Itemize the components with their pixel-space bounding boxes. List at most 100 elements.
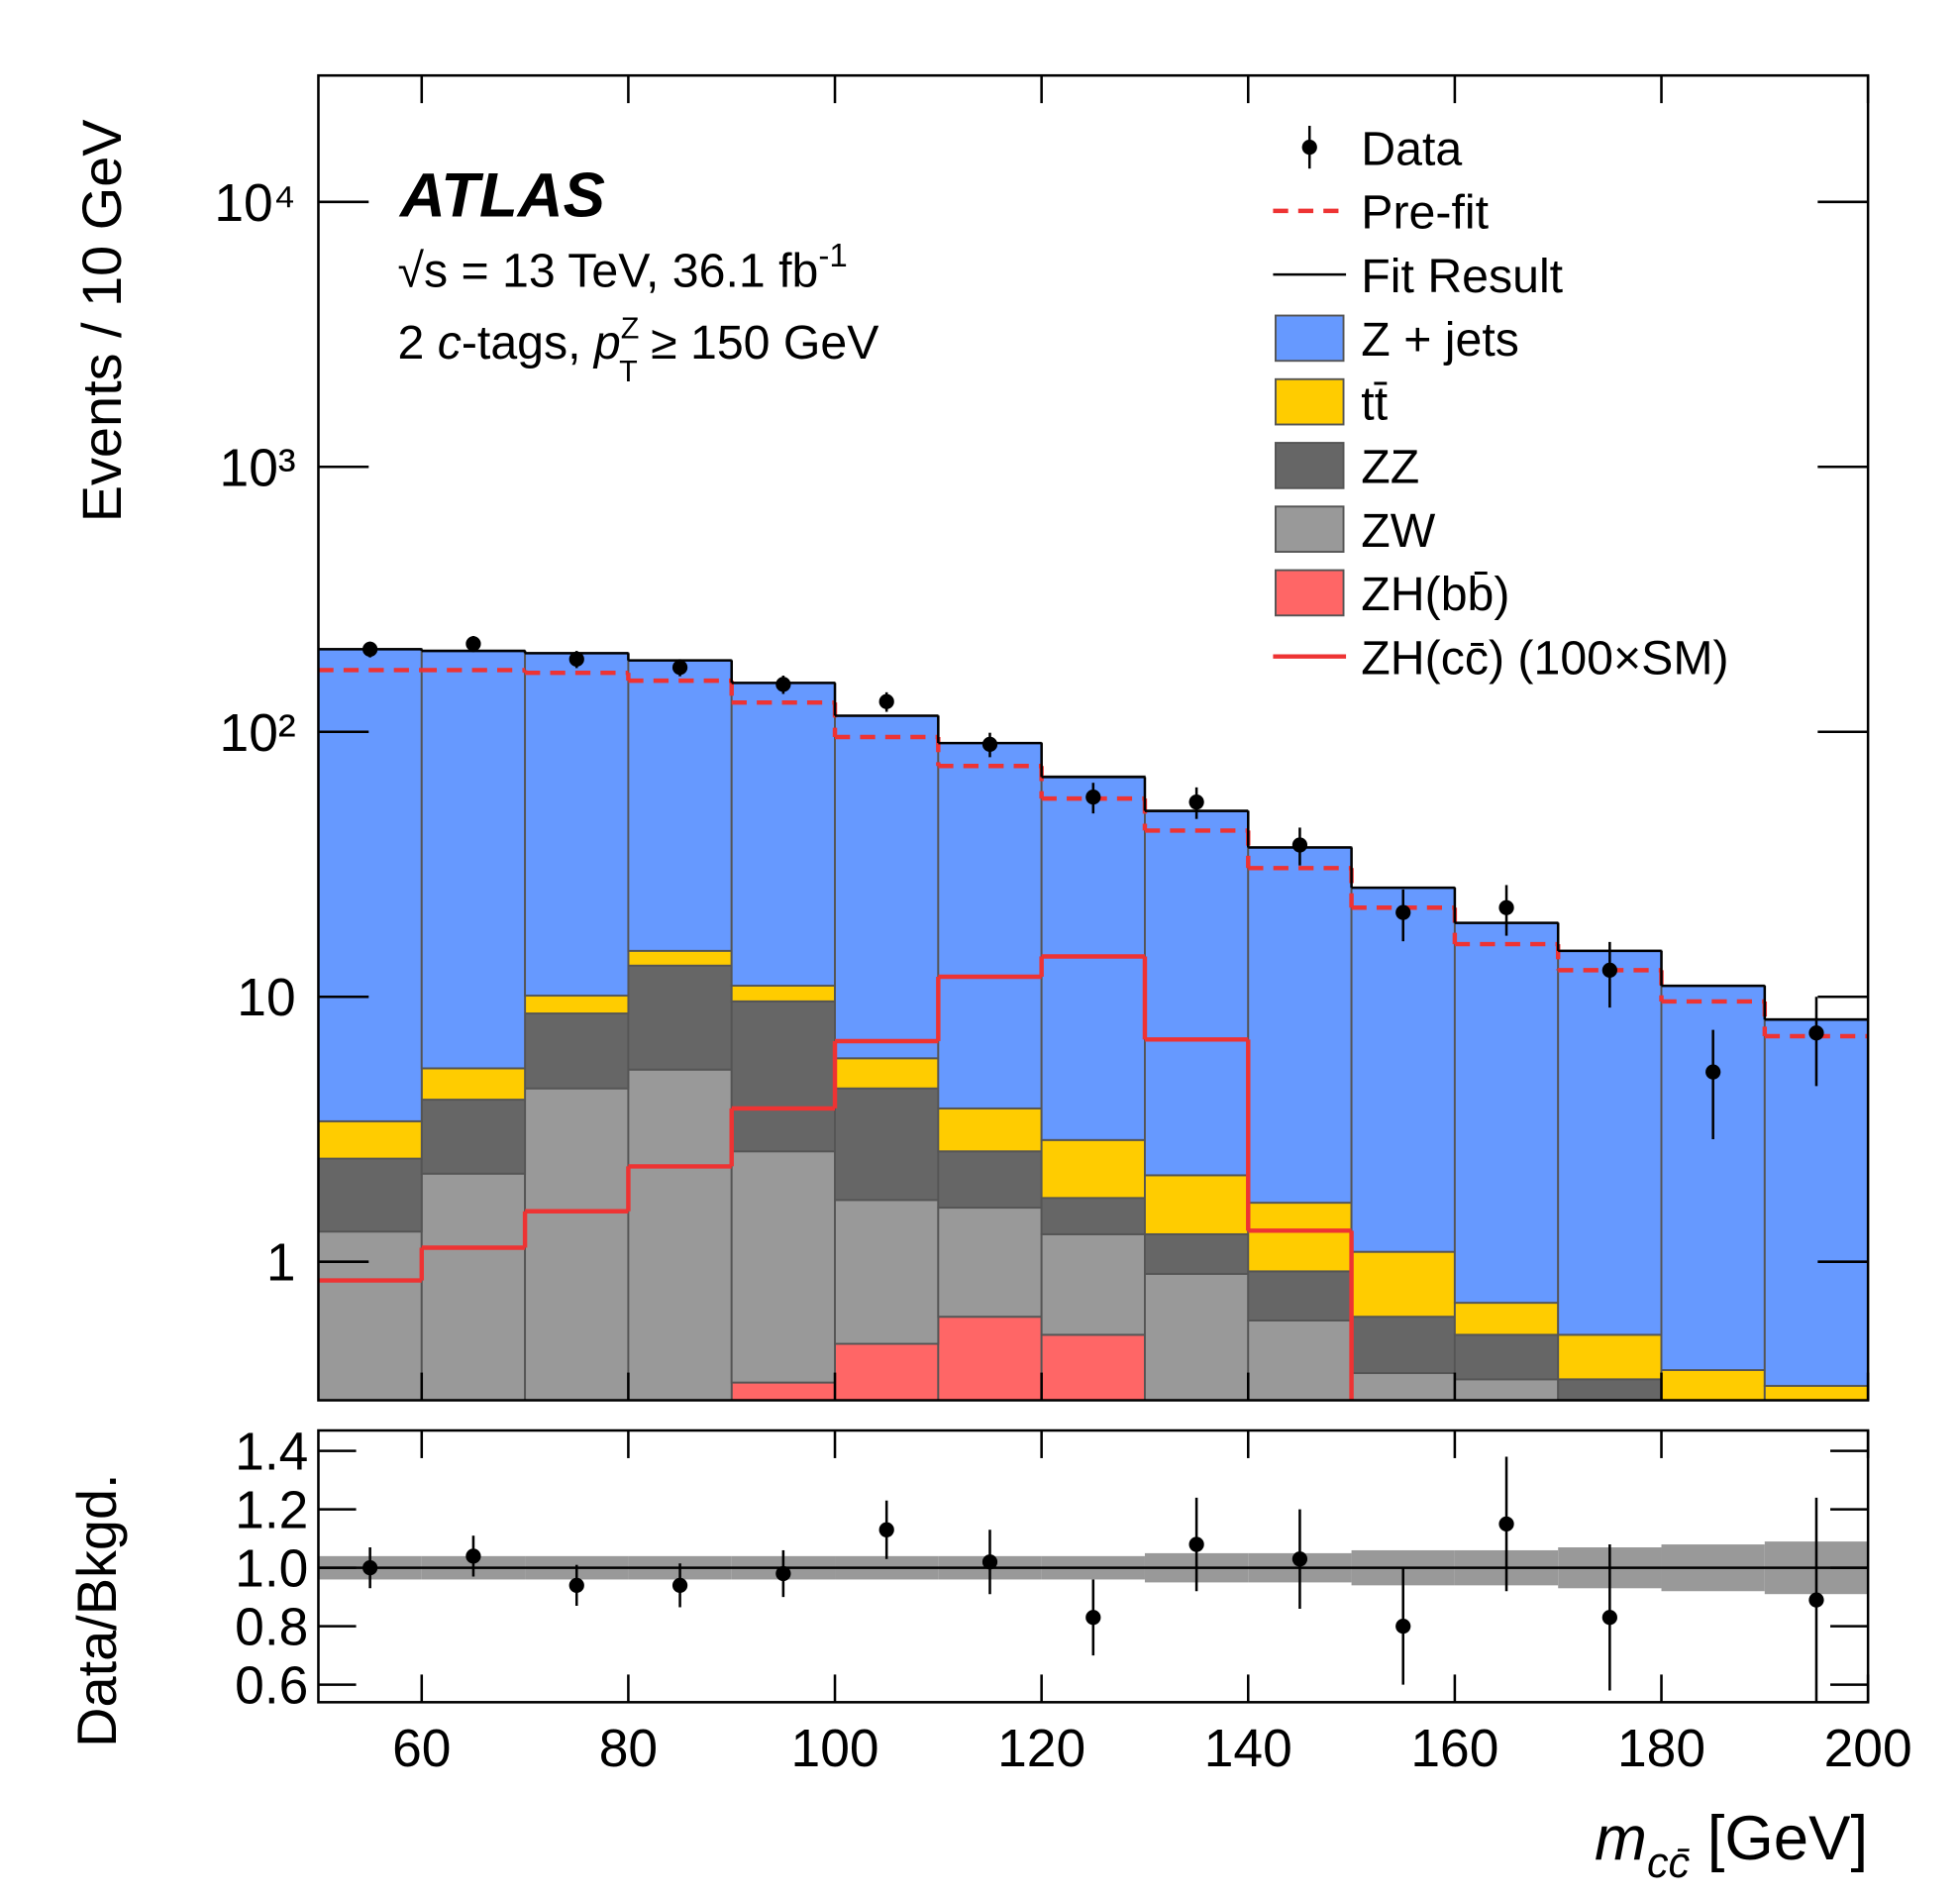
- x-tick-label: 120: [997, 1720, 1085, 1778]
- stack-bar: [1763, 1385, 1869, 1401]
- main-plot: [318, 635, 1869, 1506]
- data-point: [671, 660, 688, 676]
- ratio-plot: [318, 1456, 1869, 1703]
- axes: 60 80 100 120 140 160 180 200 1 10 10² 10³ 10⁴ 0.60.8…: [214, 73, 1912, 1778]
- stack-bar: [1350, 1316, 1456, 1375]
- legend-label: Data: [1361, 122, 1462, 175]
- stack-bar: [1350, 1250, 1456, 1319]
- stack-bar: [1040, 1197, 1146, 1235]
- ratio-point: [1601, 1610, 1617, 1626]
- stack-bar: [1660, 1369, 1766, 1401]
- x-label-part: cc̄: [1647, 1840, 1691, 1887]
- region-label: 2 c-tags, pZ T ≥ 150 GeV: [397, 312, 878, 388]
- legend-label: ZH(cc̄) (100×SM): [1361, 631, 1728, 685]
- stack-bar: [524, 995, 630, 1015]
- stack-bar: [937, 1316, 1043, 1401]
- x-label-part: m: [1595, 1804, 1647, 1873]
- stack-bar: [1557, 1333, 1663, 1381]
- y-tick-label: 10⁴: [214, 174, 295, 233]
- data-point: [775, 677, 791, 692]
- data-point: [878, 693, 894, 709]
- stack-bar: [627, 659, 733, 952]
- ratio-y-axis-label: Data/Bkgd.: [65, 1473, 128, 1746]
- frame: [317, 1428, 1870, 1704]
- region-part: -tags,: [462, 316, 594, 370]
- frame: [317, 73, 1870, 1402]
- legend-label: Pre-fit: [1361, 186, 1489, 240]
- stack-bar: [937, 742, 1043, 1109]
- stack-bar: [318, 1230, 423, 1401]
- legend-label: Fit Result: [1361, 250, 1563, 303]
- legend-label: ZH(bb̄): [1361, 568, 1509, 621]
- stack-bar: [834, 714, 940, 1060]
- stack-bar: [627, 964, 733, 1071]
- y-tick-label: 10: [237, 969, 295, 1027]
- stack-bar: [1247, 1320, 1353, 1401]
- x-tick-label: 80: [599, 1720, 658, 1778]
- lumi-label: √s = 13 TeV, 36.1 fb-1: [397, 237, 847, 297]
- ratio-y-tick-label: 1.2: [235, 1482, 308, 1540]
- legend-swatch: [1275, 569, 1345, 617]
- ratio-point: [775, 1565, 791, 1582]
- legend-swatch: [1275, 377, 1345, 426]
- data-point: [1808, 1025, 1824, 1041]
- ratio-point: [671, 1577, 688, 1593]
- ratio-point: [362, 1560, 378, 1576]
- y-tick-label: 10³: [220, 439, 296, 497]
- stack-bar: [834, 1199, 940, 1345]
- ratio-y-tick-label: 0.8: [235, 1599, 308, 1657]
- x-tick-label: 60: [392, 1720, 451, 1778]
- lumi-text: √s = 13 TeV, 36.1 fb: [397, 245, 818, 298]
- stack-bar: [1247, 1202, 1353, 1273]
- stack-bar: [1144, 810, 1250, 1177]
- experiment-label: ATLAS: [398, 160, 605, 230]
- stack-bar: [730, 1000, 836, 1153]
- x-tick-label: 100: [791, 1720, 879, 1778]
- stack-bar: [420, 649, 527, 1070]
- stack-bar: [1558, 1409, 1661, 1476]
- stack-bar: [834, 1342, 940, 1401]
- stack-bar: [524, 1087, 630, 1401]
- x-tick-label: 140: [1204, 1720, 1292, 1778]
- stack-bar: [1453, 1333, 1560, 1381]
- stack-bar: [1247, 1270, 1353, 1321]
- data-point: [1601, 962, 1617, 978]
- x-tick-label: 200: [1824, 1720, 1912, 1778]
- stack-bar: [730, 1381, 836, 1401]
- data-point: [465, 636, 481, 652]
- ratio-point: [1085, 1610, 1101, 1626]
- stack-bar: [1247, 846, 1353, 1205]
- ratio-point: [1808, 1592, 1824, 1608]
- legend-label: tt̄: [1361, 376, 1388, 430]
- ratio-y-tick-label: 0.6: [235, 1657, 308, 1716]
- stack-bar: [1557, 1378, 1663, 1401]
- data-point: [1705, 1064, 1721, 1080]
- legend-swatch: [1275, 314, 1345, 363]
- stack-bar: [1144, 1272, 1250, 1401]
- legend-swatch: [1275, 505, 1345, 553]
- data-point: [1498, 899, 1514, 915]
- stack-bar: [420, 1067, 527, 1102]
- stack-bar: [1350, 887, 1456, 1253]
- stack-bar: [1350, 1372, 1456, 1401]
- legend-label: ZW: [1361, 504, 1435, 558]
- data-point: [568, 651, 584, 668]
- stack-bar: [524, 1012, 630, 1090]
- x-tick-label: 180: [1617, 1720, 1705, 1778]
- data-point: [1395, 904, 1411, 920]
- data-point: [1188, 794, 1204, 810]
- stack-bar: [730, 985, 836, 1003]
- stack-bar: [1765, 1447, 1868, 1506]
- data-point: [362, 641, 378, 657]
- stack-bar: [627, 1068, 733, 1401]
- legend-label: ZZ: [1361, 441, 1419, 494]
- region-part: c: [438, 316, 462, 370]
- x-axis-label: mcc̄ [GeV]: [1595, 1804, 1868, 1887]
- stack-bar: [937, 1207, 1043, 1319]
- stack-bar: [1040, 1138, 1146, 1200]
- stack-bar: [1144, 1232, 1250, 1275]
- y-tick-label: 10²: [220, 704, 296, 763]
- data-point: [981, 736, 998, 752]
- stack-bar: [937, 1107, 1043, 1153]
